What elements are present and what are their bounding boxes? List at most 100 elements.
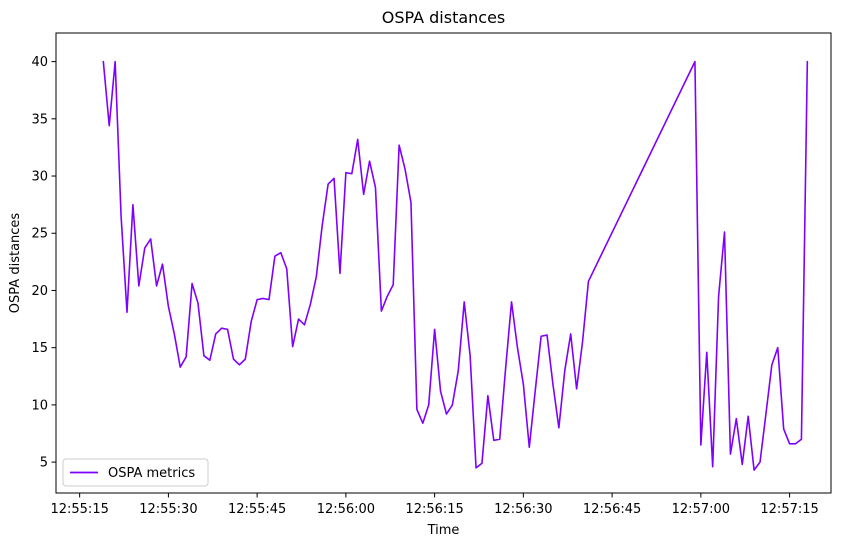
data-point [528, 446, 530, 448]
y-tick-label: 30 [31, 170, 48, 185]
data-point [168, 306, 170, 308]
data-point [564, 370, 566, 372]
data-point [736, 418, 738, 420]
data-point [801, 438, 803, 440]
data-point [582, 341, 584, 343]
data-point [280, 252, 282, 254]
y-axis-label: OSPA distances [8, 213, 23, 314]
data-point [221, 327, 223, 329]
plot-background [56, 33, 831, 493]
y-tick-label: 5 [40, 456, 48, 471]
data-point [250, 321, 252, 323]
data-point [138, 285, 140, 287]
data-point [321, 224, 323, 226]
data-point [759, 461, 761, 463]
data-point [179, 366, 181, 368]
data-point [304, 324, 306, 326]
data-point [227, 329, 229, 331]
data-point [540, 335, 542, 337]
data-point [108, 125, 110, 127]
data-point [753, 469, 755, 471]
data-point [517, 347, 519, 349]
y-tick-label: 15 [31, 341, 48, 356]
data-point [203, 355, 205, 357]
data-point [570, 333, 572, 335]
data-point [245, 358, 247, 360]
x-tick-label: 12:57:00 [672, 502, 730, 517]
data-point [487, 395, 489, 397]
data-point [292, 346, 294, 348]
data-point [120, 215, 122, 217]
data-point [197, 302, 199, 304]
x-axis: 12:55:15 12:55:30 12:55:45 12:56:00 12:56:15… [50, 493, 819, 517]
data-point [333, 178, 335, 180]
data-point [416, 409, 418, 411]
data-point [126, 311, 128, 313]
data-point [440, 390, 442, 392]
data-point [481, 462, 483, 464]
data-point [730, 453, 732, 455]
x-tick-label: 12:57:15 [760, 502, 818, 517]
data-point [351, 173, 353, 175]
data-point [274, 255, 276, 257]
data-point [339, 273, 341, 275]
data-point [410, 202, 412, 204]
data-point [700, 444, 702, 446]
data-point [446, 413, 448, 415]
data-point [534, 390, 536, 392]
data-point [286, 268, 288, 270]
data-point [316, 276, 318, 278]
x-tick-label: 12:55:15 [50, 502, 108, 517]
x-axis-label: Time [427, 523, 460, 538]
data-point [475, 467, 477, 469]
data-point [523, 383, 525, 385]
data-point [457, 370, 459, 372]
data-point [174, 333, 176, 335]
data-point [262, 298, 264, 300]
data-point [558, 427, 560, 429]
data-point [452, 404, 454, 406]
y-tick-label: 20 [31, 284, 48, 299]
data-point [398, 144, 400, 146]
data-point [493, 440, 495, 442]
x-tick-label: 12:56:00 [317, 502, 375, 517]
data-point [588, 281, 590, 283]
data-point [546, 334, 548, 336]
data-point [150, 238, 152, 240]
data-point [712, 466, 714, 468]
data-point [576, 388, 578, 390]
plot-frame [55, 32, 832, 494]
data-point [156, 285, 158, 287]
data-point [233, 358, 235, 360]
x-tick-label: 12:56:30 [494, 502, 552, 517]
data-point [771, 364, 773, 366]
data-point [511, 301, 513, 303]
data-point [765, 413, 767, 415]
data-point [239, 364, 241, 366]
data-point [114, 61, 116, 63]
data-point [256, 299, 258, 301]
data-point [747, 416, 749, 418]
data-point [469, 355, 471, 357]
data-point [185, 356, 187, 358]
data-point [422, 422, 424, 424]
y-tick-label: 40 [31, 55, 48, 70]
data-point [741, 464, 743, 466]
x-tick-label: 12:55:30 [139, 502, 197, 517]
data-point [363, 194, 365, 196]
data-point [795, 443, 797, 445]
series-layer [102, 60, 809, 471]
data-point [392, 284, 394, 286]
data-point [162, 263, 164, 265]
data-point [215, 333, 217, 335]
data-point [777, 347, 779, 349]
data-point [191, 283, 193, 285]
y-tick-label: 10 [31, 398, 48, 413]
data-point [345, 172, 347, 174]
data-point [298, 318, 300, 320]
data-point [327, 183, 329, 185]
data-point [789, 443, 791, 445]
chart-title: OSPA distances [382, 8, 506, 27]
data-point [404, 168, 406, 170]
